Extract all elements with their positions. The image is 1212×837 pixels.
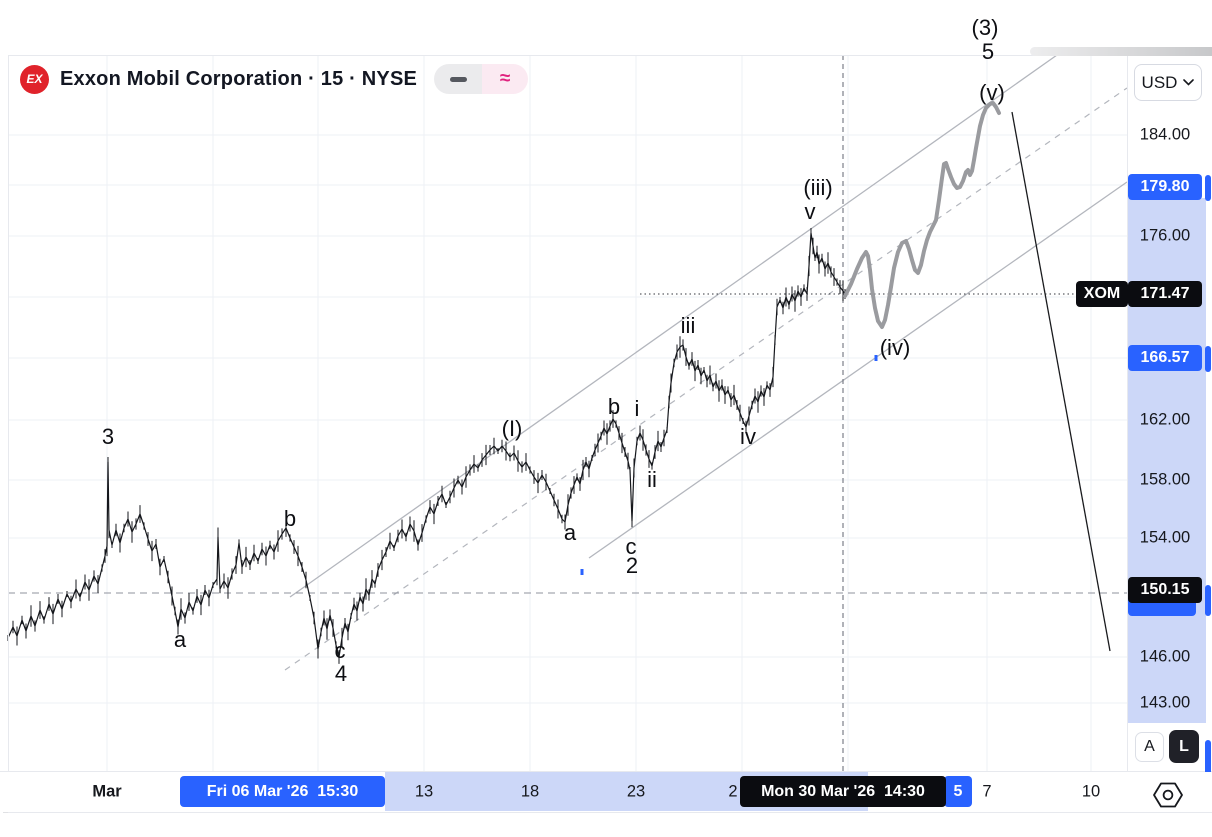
wave-label-a: a — [563, 520, 577, 545]
axis-edge-marker — [1205, 175, 1211, 201]
time-axis-label: 7 — [982, 782, 992, 801]
time-axis-label: 18 — [520, 782, 540, 801]
wave-label-5: 5 — [981, 39, 995, 64]
time-axis[interactable]: Mar 13 18 23 2 7 10 Fri 06 Mar '26 15:30 5 Mon 3… — [0, 772, 1212, 812]
time-axis-label: 13 — [414, 782, 434, 801]
wave-label-iii: iii — [680, 313, 696, 338]
wave-label-ii: ii — [647, 467, 657, 492]
time-axis-label: 2 — [728, 782, 738, 801]
wave-label-I: (I) — [501, 416, 523, 441]
projection-wave-path — [843, 101, 1001, 329]
wave-label-v: v — [804, 199, 816, 224]
wave-label-iv: iv — [740, 424, 756, 449]
time-axis-label: Mar — [92, 782, 122, 801]
price-axis-label: 143.00 — [1139, 693, 1191, 712]
wave-label-iv: (iv) — [879, 335, 911, 360]
symbol-price-tag: XOM — [1076, 281, 1128, 307]
auto-scale-button[interactable]: A — [1135, 731, 1164, 762]
top-right-gray-strip — [1030, 47, 1212, 56]
currency-label: USD — [1141, 72, 1178, 92]
wave-style-icon[interactable]: ≈ — [482, 64, 529, 94]
price-axis-label: 158.00 — [1139, 470, 1191, 489]
wave-label-iii: (iii) — [803, 175, 833, 200]
symbol-logo-icon[interactable]: EX — [20, 64, 49, 94]
pane-top-border — [8, 55, 1212, 56]
axis-edge-marker — [1205, 585, 1211, 616]
dash-icon — [449, 76, 467, 82]
price-axis-label: 146.00 — [1139, 647, 1191, 666]
channel-upper-line — [289, 54, 1058, 598]
chart-style-toggle[interactable]: ≈ — [434, 64, 529, 94]
time-axis-label: 10 — [1081, 782, 1101, 801]
hexagon-logo-icon[interactable] — [1150, 778, 1186, 812]
symbol-header: EX Exxon Mobil Corporation · 15 · NYSE ≈ — [20, 64, 529, 94]
wave-label-3: 3 — [101, 424, 115, 449]
drawing-anchor-dot — [580, 569, 584, 575]
price-axis-divider — [1127, 55, 1128, 812]
time-axis-bottom-border — [8, 812, 1212, 813]
price-badge: 179.80 — [1128, 174, 1202, 200]
price-axis-label: 184.00 — [1139, 125, 1191, 144]
time-badge: Fri 06 Mar '26 15:30 — [180, 776, 385, 807]
price-badge: 150.15 — [1128, 577, 1202, 603]
wave-label-3: (3) — [971, 15, 999, 40]
decline-projection-line — [1011, 111, 1111, 652]
symbol-title[interactable]: Exxon Mobil Corporation · 15 · NYSE — [60, 67, 418, 90]
channel-lower-line — [588, 181, 1128, 559]
price-axis[interactable]: USD 184.00 176.00 162.00 158.00 154.00 146.00… — [1127, 55, 1212, 789]
wave-label-2: 2 — [625, 553, 639, 578]
wave-label-b: b — [283, 506, 297, 531]
log-scale-button[interactable]: L — [1169, 730, 1199, 763]
price-badge: 171.47 — [1128, 281, 1202, 307]
pane-left-border — [8, 55, 9, 812]
wave-label-c: c — [334, 638, 346, 663]
wave-label-4: 4 — [334, 661, 348, 686]
wave-label-c: c — [625, 534, 637, 559]
price-axis-label: 154.00 — [1139, 528, 1191, 547]
wave-label-b: b — [607, 394, 621, 419]
bar-style-icon[interactable] — [434, 64, 483, 94]
price-axis-label: 176.00 — [1139, 226, 1191, 245]
time-badge: 5 — [944, 776, 972, 807]
currency-dropdown[interactable]: USD — [1134, 64, 1202, 101]
price-axis-highlight-band — [1128, 198, 1206, 723]
wave-label-a: a — [173, 627, 187, 652]
chevron-down-icon — [1183, 79, 1195, 86]
drawing-anchor-dot — [874, 355, 878, 361]
time-axis-top-border — [0, 771, 1212, 772]
price-badge: 166.57 — [1128, 345, 1202, 371]
axis-edge-marker — [1205, 346, 1211, 372]
wave-label-i: i — [634, 396, 640, 421]
axis-edge-marker — [1205, 740, 1211, 789]
channel-midline-dashed — [284, 87, 1128, 671]
time-axis-label: 23 — [626, 782, 646, 801]
symbol-logo-text: EX — [26, 72, 43, 86]
wave-label-v: (v) — [979, 80, 1005, 105]
price-axis-label: 162.00 — [1139, 410, 1191, 429]
time-badge: Mon 30 Mar '26 14:30 — [740, 776, 946, 807]
